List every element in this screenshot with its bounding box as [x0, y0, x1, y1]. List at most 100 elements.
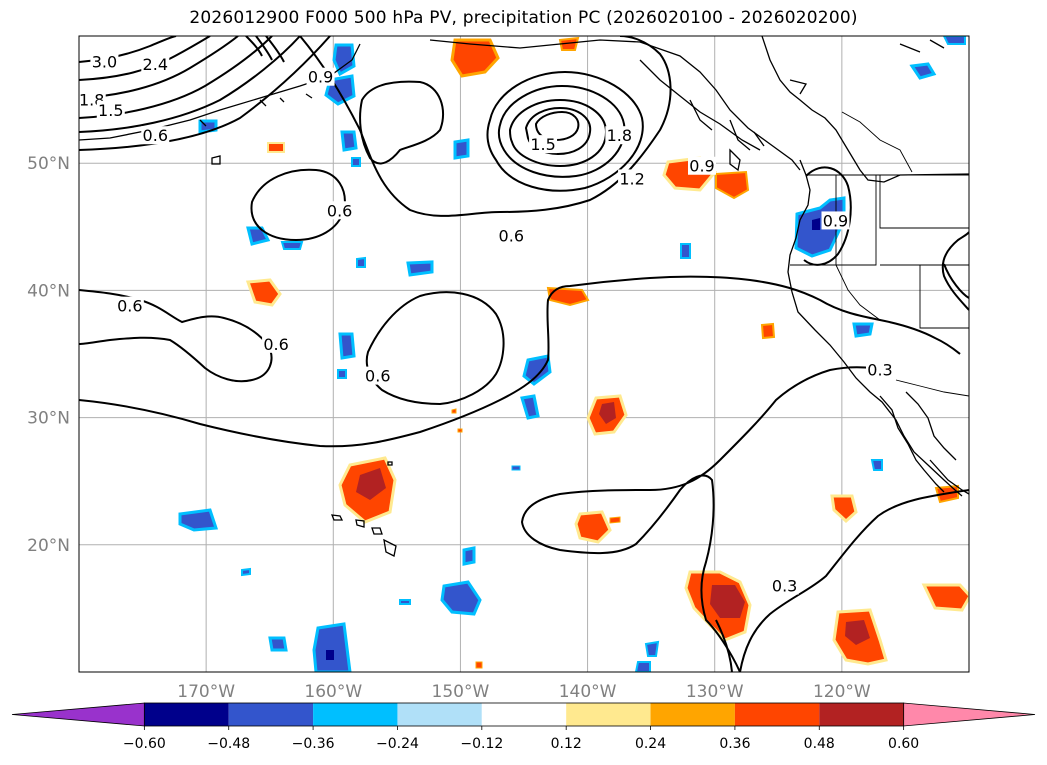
precip-blob: [457, 428, 463, 433]
precip-blob: [406, 260, 434, 277]
colorbar-extend-max: [903, 702, 1036, 727]
lat-tick-label: 40°N: [27, 281, 70, 301]
svg-text:0.6: 0.6: [143, 126, 168, 145]
precip-blob: [245, 278, 282, 307]
island-small-2: [387, 461, 393, 466]
contour-label: 1.5: [96, 100, 125, 120]
map-title: 2026012900 F000 500 hPa PV, precipitatio…: [189, 8, 858, 28]
precip-blob: [680, 243, 691, 259]
precip-blob: [268, 636, 288, 652]
island-small: [211, 155, 221, 165]
svg-text:0.6: 0.6: [117, 297, 142, 316]
pv-contour: [365, 291, 505, 406]
pv-contour: [255, 36, 273, 61]
svg-text:1.5: 1.5: [98, 101, 123, 120]
colorbar-extend-min: [11, 702, 145, 727]
svg-text:1.2: 1.2: [619, 169, 644, 188]
precip-blob: [451, 408, 457, 414]
pv-contour: [486, 70, 644, 192]
colorbar-tick-label: 0.60: [888, 736, 919, 752]
precip-blob: [338, 332, 356, 360]
island-hawaii-1: [330, 514, 344, 521]
colorbar-tick-label: 0.36: [719, 736, 750, 752]
precip-blob: [520, 394, 540, 420]
precip-blob: [337, 369, 347, 379]
island-haida: [729, 148, 741, 172]
lon-tick-label: 140°W: [559, 682, 617, 702]
contour-label: 0.6: [497, 226, 526, 246]
pv-contour: [265, 36, 285, 63]
pv-contour: [803, 166, 852, 266]
precip-blob: [710, 585, 745, 618]
lon-tick-label: 120°W: [813, 682, 871, 702]
precip-blob: [644, 640, 660, 657]
pv-contour: [79, 275, 961, 448]
contour-label: 3.0: [90, 52, 119, 71]
colorbar-segment: [566, 703, 651, 726]
precip-blob: [634, 661, 651, 672]
pv-contour: [79, 36, 301, 133]
precip-blob: [462, 546, 476, 566]
contour-label: 0.3: [770, 576, 799, 596]
svg-text:0.6: 0.6: [327, 201, 352, 220]
precip-blob: [332, 43, 356, 77]
contour-label: 0.9: [306, 67, 335, 87]
precip-blob: [558, 36, 580, 51]
pv-contour: [79, 36, 239, 99]
precip-blob: [450, 38, 500, 78]
precip-blob: [852, 322, 874, 338]
pv-contour: [245, 36, 263, 57]
contour-label: 2.4: [141, 54, 170, 74]
colorbar-tick-label: 0.24: [635, 736, 666, 752]
precip-blob: [511, 465, 521, 471]
svg-text:0.9: 0.9: [689, 157, 714, 176]
pv-contour: [941, 231, 969, 311]
lon-tick-label: 150°W: [432, 682, 490, 702]
pv-contour: [508, 98, 608, 168]
pv-contour: [739, 489, 969, 672]
colorbar-frame: [143, 702, 905, 727]
coastline-alaska-islands: [199, 93, 313, 127]
colorbar-tick-label: −0.24: [376, 736, 419, 752]
precip-blob: [609, 516, 621, 524]
svg-text:0.9: 0.9: [823, 211, 848, 230]
border-canada-interior: [841, 111, 913, 173]
colorbar-tick-label: −0.60: [123, 736, 166, 752]
svg-text:0.6: 0.6: [365, 367, 390, 386]
colorbar-tick-label: −0.48: [207, 736, 250, 752]
contour-label: 1.8: [605, 126, 634, 145]
colorbar-segment: [734, 703, 820, 726]
precip-blob: [760, 322, 776, 340]
svg-text:1.8: 1.8: [607, 126, 632, 145]
svg-text:3.0: 3.0: [92, 52, 117, 71]
contour-label: 0.6: [115, 296, 144, 316]
precip-blob: [440, 580, 482, 616]
precip-blob: [326, 650, 334, 660]
lat-tick-label: 20°N: [27, 536, 70, 556]
lon-tick-label: 160°W: [304, 682, 362, 702]
coastlines: [79, 36, 969, 557]
pv-contour-labels: 3.0 2.41.81.50.90.60.60.61.81.51.20.90.60…: [79, 52, 894, 596]
precip-blob: [599, 402, 616, 424]
svg-text:0.3: 0.3: [867, 360, 892, 379]
precip-blob: [312, 622, 352, 672]
map-frame: [78, 35, 970, 673]
precip-blob: [522, 354, 552, 386]
border-us-mexico: [895, 379, 969, 397]
pv-contour: [79, 289, 273, 383]
coastline-bc: [639, 59, 761, 151]
colorbar-tick-label: 0.48: [804, 736, 835, 752]
lon-tick-label: 170°W: [177, 682, 235, 702]
precip-blob: [399, 599, 411, 605]
coastline-alaska: [79, 43, 361, 141]
coastline-north-america: [761, 36, 969, 183]
pv-contour: [359, 80, 445, 165]
precip-blob: [280, 241, 304, 250]
precip-blob: [453, 138, 470, 160]
pv-contour: [79, 36, 331, 151]
coastline-canada: [789, 39, 945, 95]
pv-contour: [715, 619, 733, 672]
colorbar-tick-label: 0.12: [551, 736, 582, 752]
precip-blob: [715, 170, 750, 200]
precip-negative-blobs: [178, 36, 966, 672]
